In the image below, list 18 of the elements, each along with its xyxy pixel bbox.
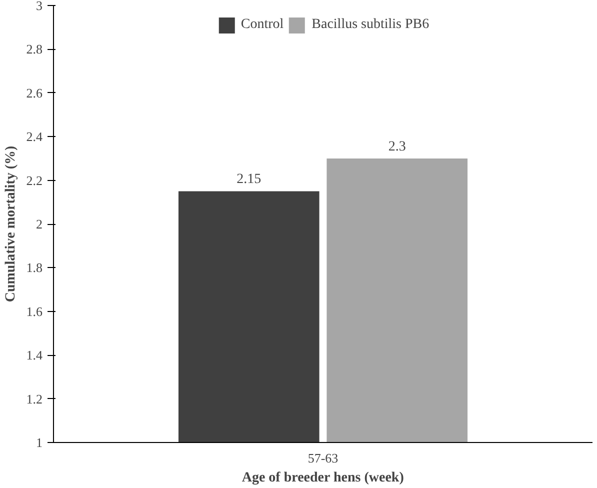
x-axis-title: Age of breeder hens (week) [242, 470, 404, 486]
y-tick-label: 1 [36, 435, 42, 450]
y-axis-title: Cumulative mortality (%) [3, 146, 18, 302]
y-tick-label: 2.4 [26, 129, 43, 144]
y-tick-label: 1.6 [26, 304, 43, 319]
data-label: 2.3 [388, 139, 406, 154]
y-tick-label: 2.2 [26, 172, 42, 188]
y-tick-label: 1.2 [26, 391, 42, 406]
legend-label: Bacillus subtilis PB6 [312, 17, 430, 33]
y-tick-label: 2 [36, 216, 42, 232]
data-label: 2.15 [236, 172, 262, 188]
y-tick-label: 2.6 [26, 85, 43, 100]
y-tick-label: 3 [36, 0, 42, 13]
x-tick-label: 57-63 [308, 450, 338, 466]
y-tick-label: 1.4 [26, 348, 43, 363]
y-tick-label: 1.8 [26, 260, 42, 276]
legend-label: Control [240, 17, 284, 33]
y-tick-label: 2.8 [26, 42, 42, 57]
